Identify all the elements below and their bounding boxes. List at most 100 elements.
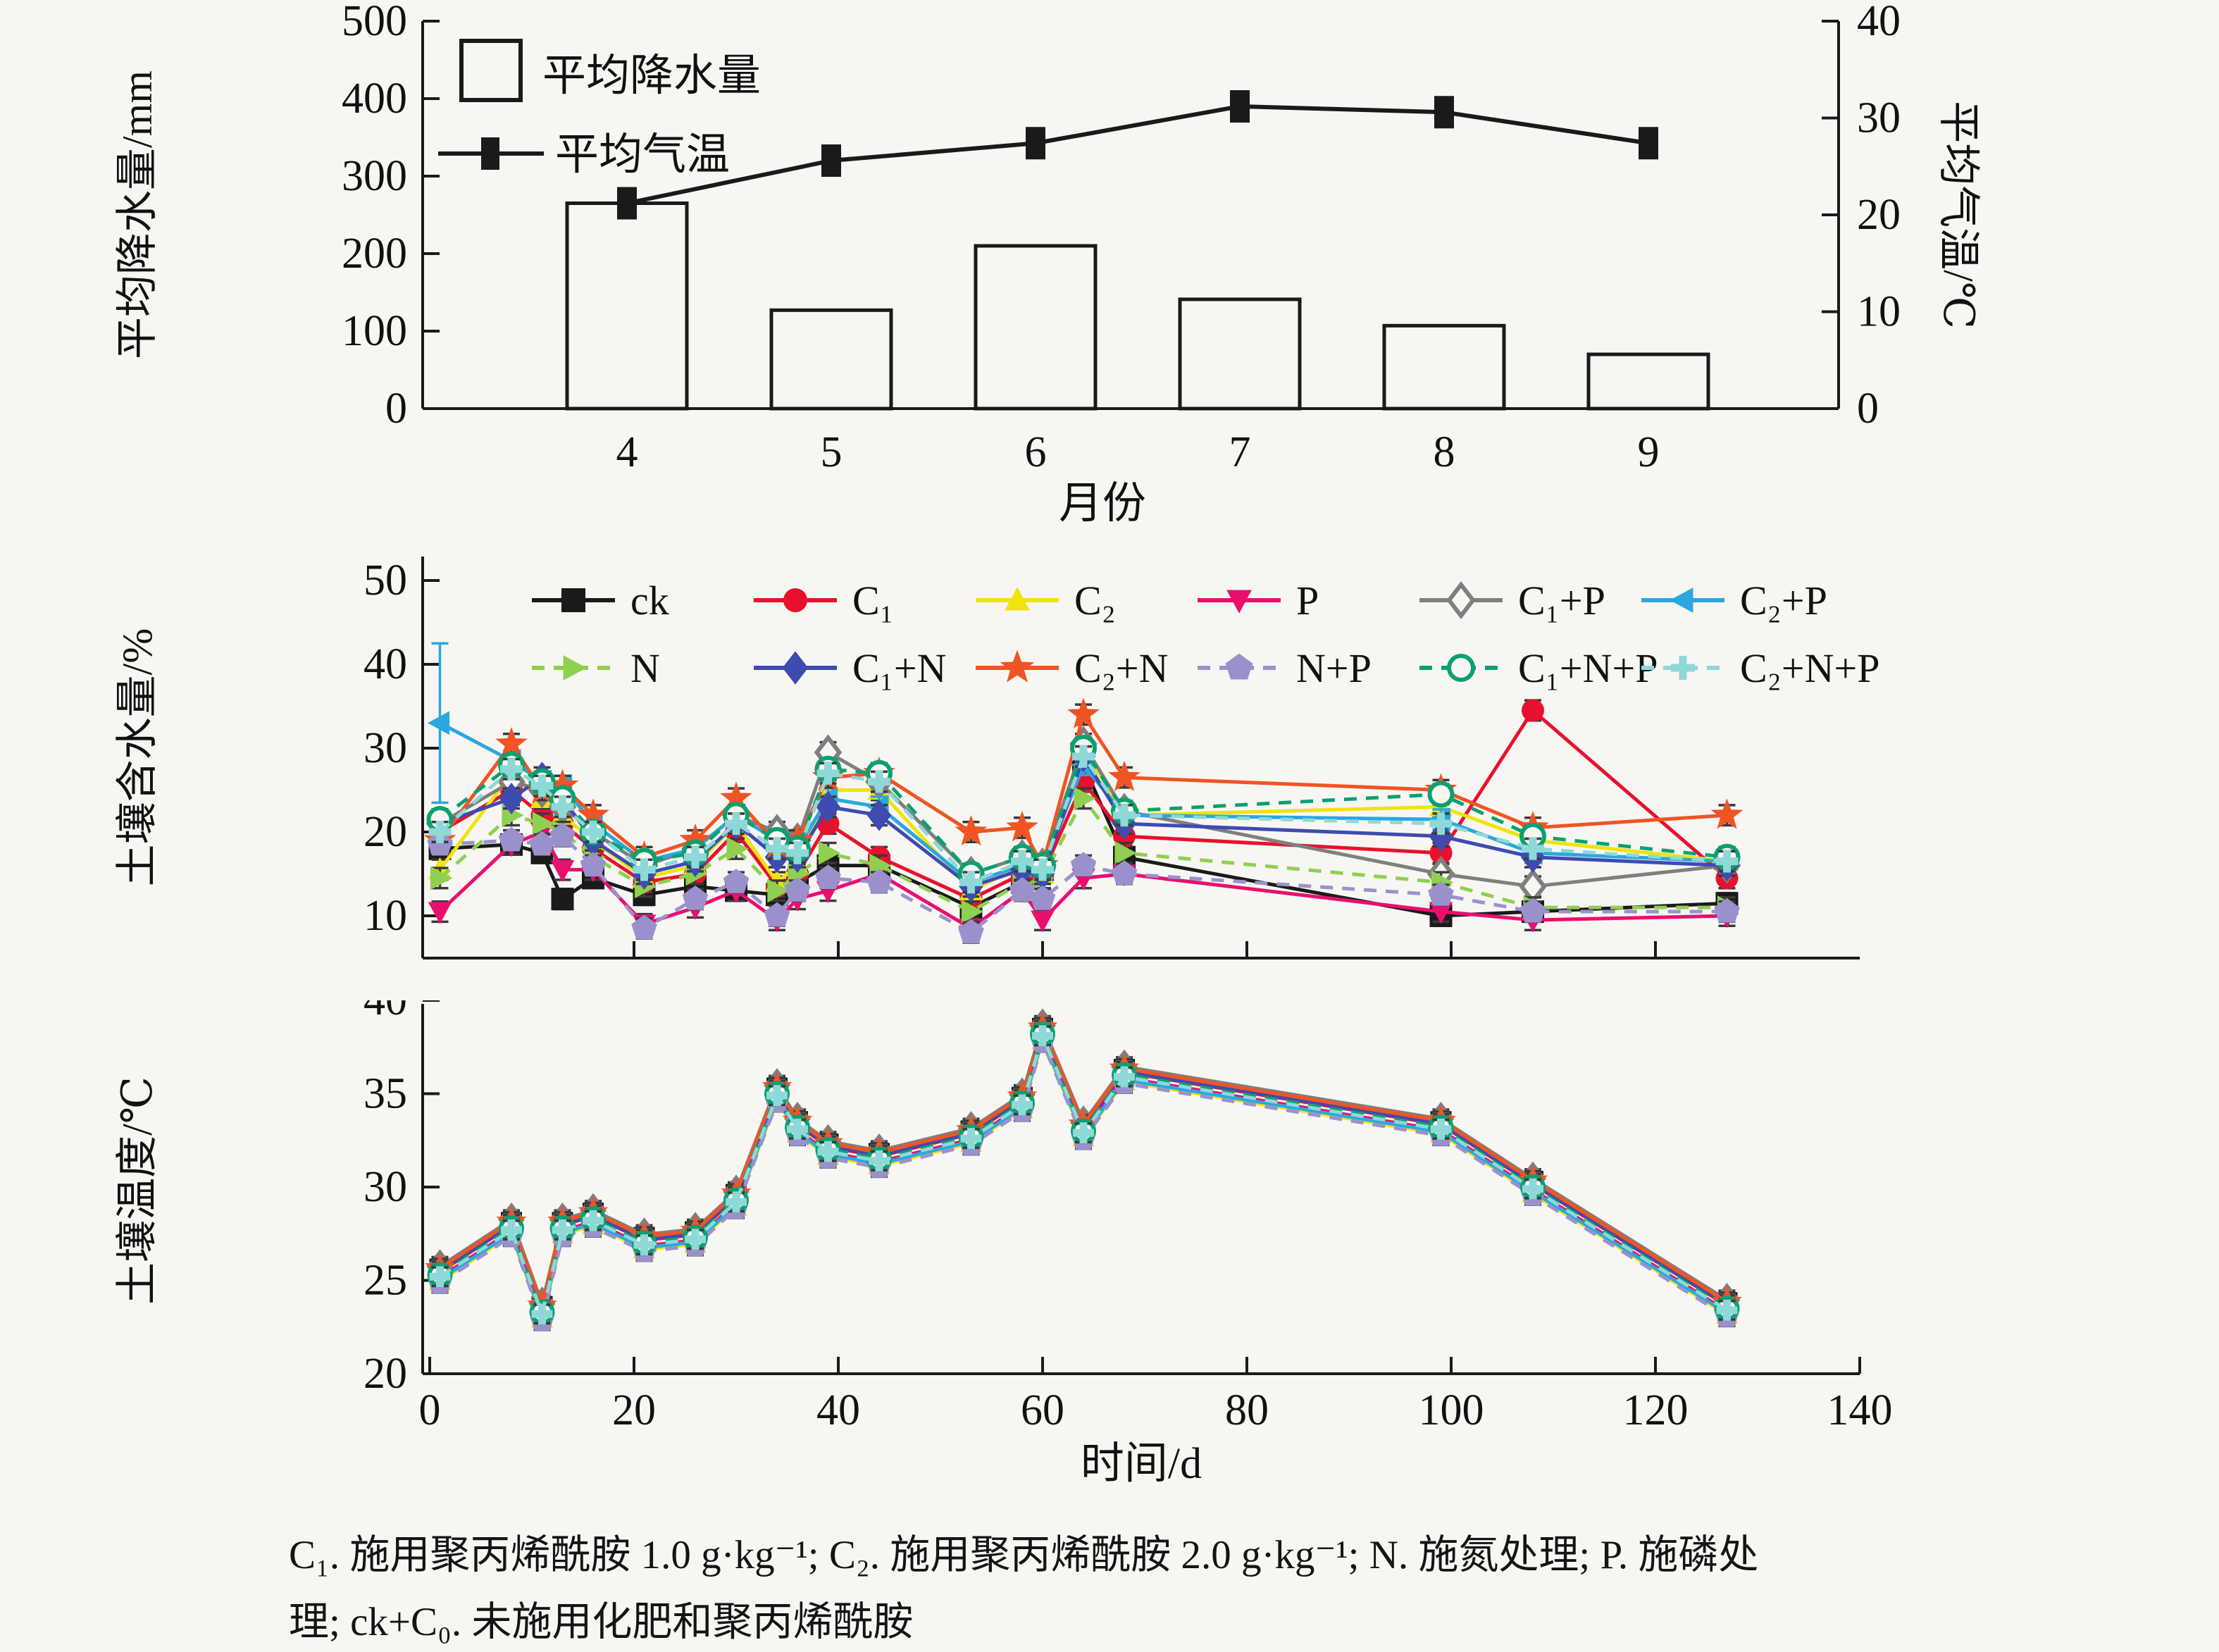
star-marker xyxy=(1108,760,1140,792)
precipitation-bar xyxy=(1586,352,1710,411)
tick-label: 30 xyxy=(363,724,407,772)
x-tick-label: 9 xyxy=(1638,428,1660,476)
square-marker xyxy=(551,888,574,911)
tick-label: 50 xyxy=(363,557,407,604)
star-marker xyxy=(546,769,579,800)
y-axis-title: 土壤含水量/% xyxy=(114,628,161,887)
tri-down-marker xyxy=(1031,910,1055,933)
x-tick-label: 20 xyxy=(612,1386,656,1434)
x-tick-label: 100 xyxy=(1419,1386,1484,1434)
tick-label: 40 xyxy=(1857,0,1901,45)
pentagon-marker xyxy=(580,852,607,877)
pentagon-marker xyxy=(784,877,811,902)
tri-right-marker xyxy=(818,840,841,865)
tri-right-marker xyxy=(532,812,555,836)
pentagon-marker xyxy=(958,919,984,944)
plus-marker xyxy=(725,812,747,836)
x-tick-label: 6 xyxy=(1025,428,1047,476)
tick-label: 40 xyxy=(363,1000,407,1024)
plus-marker xyxy=(787,1118,808,1140)
plus-marker xyxy=(1032,1025,1053,1047)
caption-line-2: 理; ck+C₀. 未施用化肥和聚丙烯酰胺 xyxy=(289,1600,914,1644)
plus-marker xyxy=(869,1150,890,1172)
plus-marker xyxy=(501,1219,522,1241)
air-temperature-marker xyxy=(821,144,841,177)
plus-marker xyxy=(816,762,840,785)
pentagon-marker xyxy=(1111,860,1138,885)
figure-caption: C₁. 施用聚丙烯酰胺 1.0 g·kg⁻¹; C₂. 施用聚丙烯酰胺 2.0 … xyxy=(289,1522,1758,1652)
x-tick-label: 8 xyxy=(1434,428,1455,476)
air-temperature-line xyxy=(626,104,1649,206)
left-axis-title: 平均降水量/mm xyxy=(114,70,161,359)
tick-label: 0 xyxy=(1857,385,1879,433)
pentagon-marker xyxy=(1009,877,1036,902)
plus-marker xyxy=(1012,1094,1033,1116)
legend-item: C₁+P xyxy=(1419,578,1605,623)
series-square xyxy=(429,1017,1738,1317)
tick-label: 25 xyxy=(363,1257,407,1305)
plus-marker xyxy=(959,871,983,894)
legend-label: P xyxy=(1296,578,1319,623)
pentagon-marker xyxy=(682,886,709,910)
x-tick-label: 120 xyxy=(1623,1386,1689,1434)
legend-label: ck xyxy=(630,578,669,623)
x-tick-label: 4 xyxy=(616,428,638,476)
y-axis-title: 土壤温度/℃ xyxy=(114,1076,161,1305)
circle-open-marker xyxy=(1427,781,1455,808)
star-marker xyxy=(1006,811,1038,842)
right-axis-title: 平均气温/℃ xyxy=(1935,101,1982,329)
air-temperature-marker xyxy=(617,187,637,220)
legend-label: C₁+P xyxy=(1518,578,1605,623)
legend-item: N+P xyxy=(1198,645,1372,691)
plus-marker xyxy=(1429,812,1453,836)
pentagon-marker xyxy=(498,826,525,852)
pentagon-marker xyxy=(1519,898,1546,923)
plus-marker xyxy=(530,774,554,797)
legend-item: N xyxy=(532,645,660,691)
plus-marker xyxy=(633,858,656,881)
plus-marker xyxy=(1522,1178,1543,1200)
legend-label: C₂ xyxy=(1074,578,1116,623)
plus-marker xyxy=(582,821,604,843)
tick-label: 500 xyxy=(342,0,407,45)
star-marker xyxy=(720,781,752,812)
air-temperature-marker xyxy=(1434,96,1454,129)
plus-marker xyxy=(766,1085,788,1107)
plus-marker xyxy=(1113,804,1136,827)
pentagon-marker xyxy=(815,864,841,889)
diamond-open-marker xyxy=(1446,580,1476,620)
tri-down-marker xyxy=(550,859,575,883)
tick-label: 20 xyxy=(363,1350,407,1398)
legend-label: N+P xyxy=(1296,645,1372,691)
star-marker xyxy=(955,815,988,846)
precipitation-bar xyxy=(565,201,689,411)
soil-water-chart: 10 20 30 40 50 土壤含水量/% ck C₁ C₂ P C₁+P C₂+P N C₁+N C₂+… xyxy=(114,557,1879,959)
x-tick-label: 0 xyxy=(419,1386,441,1434)
x-tick-label: 80 xyxy=(1225,1386,1269,1434)
pentagon-marker xyxy=(549,822,576,847)
plus-marker xyxy=(868,770,890,793)
pentagon-marker xyxy=(631,914,657,940)
air-temperature-marker xyxy=(1639,127,1658,160)
diamond-marker xyxy=(782,651,809,685)
series-line xyxy=(438,754,1727,884)
legend-item: C₂+N+P xyxy=(1641,645,1879,691)
x-tick-label: 60 xyxy=(1021,1386,1064,1434)
legend-item: C₂ xyxy=(976,578,1116,623)
plus-marker xyxy=(960,1128,982,1150)
series-plus xyxy=(429,1025,1738,1325)
star-marker xyxy=(1710,798,1744,829)
tri-right-marker xyxy=(563,655,587,681)
plus-marker xyxy=(1073,1122,1094,1144)
legend-item: C₁+N+P xyxy=(1419,645,1658,691)
pentagon-marker xyxy=(723,869,750,893)
star-marker xyxy=(577,798,609,829)
pentagon-marker xyxy=(529,831,555,856)
tri-right-marker xyxy=(1114,840,1137,865)
plus-marker xyxy=(786,841,809,864)
legend-item: ck xyxy=(532,578,669,623)
plus-marker xyxy=(583,1210,604,1231)
plus-marker xyxy=(1114,1066,1135,1088)
plus-marker xyxy=(817,1141,839,1162)
pentagon-marker xyxy=(764,902,790,927)
